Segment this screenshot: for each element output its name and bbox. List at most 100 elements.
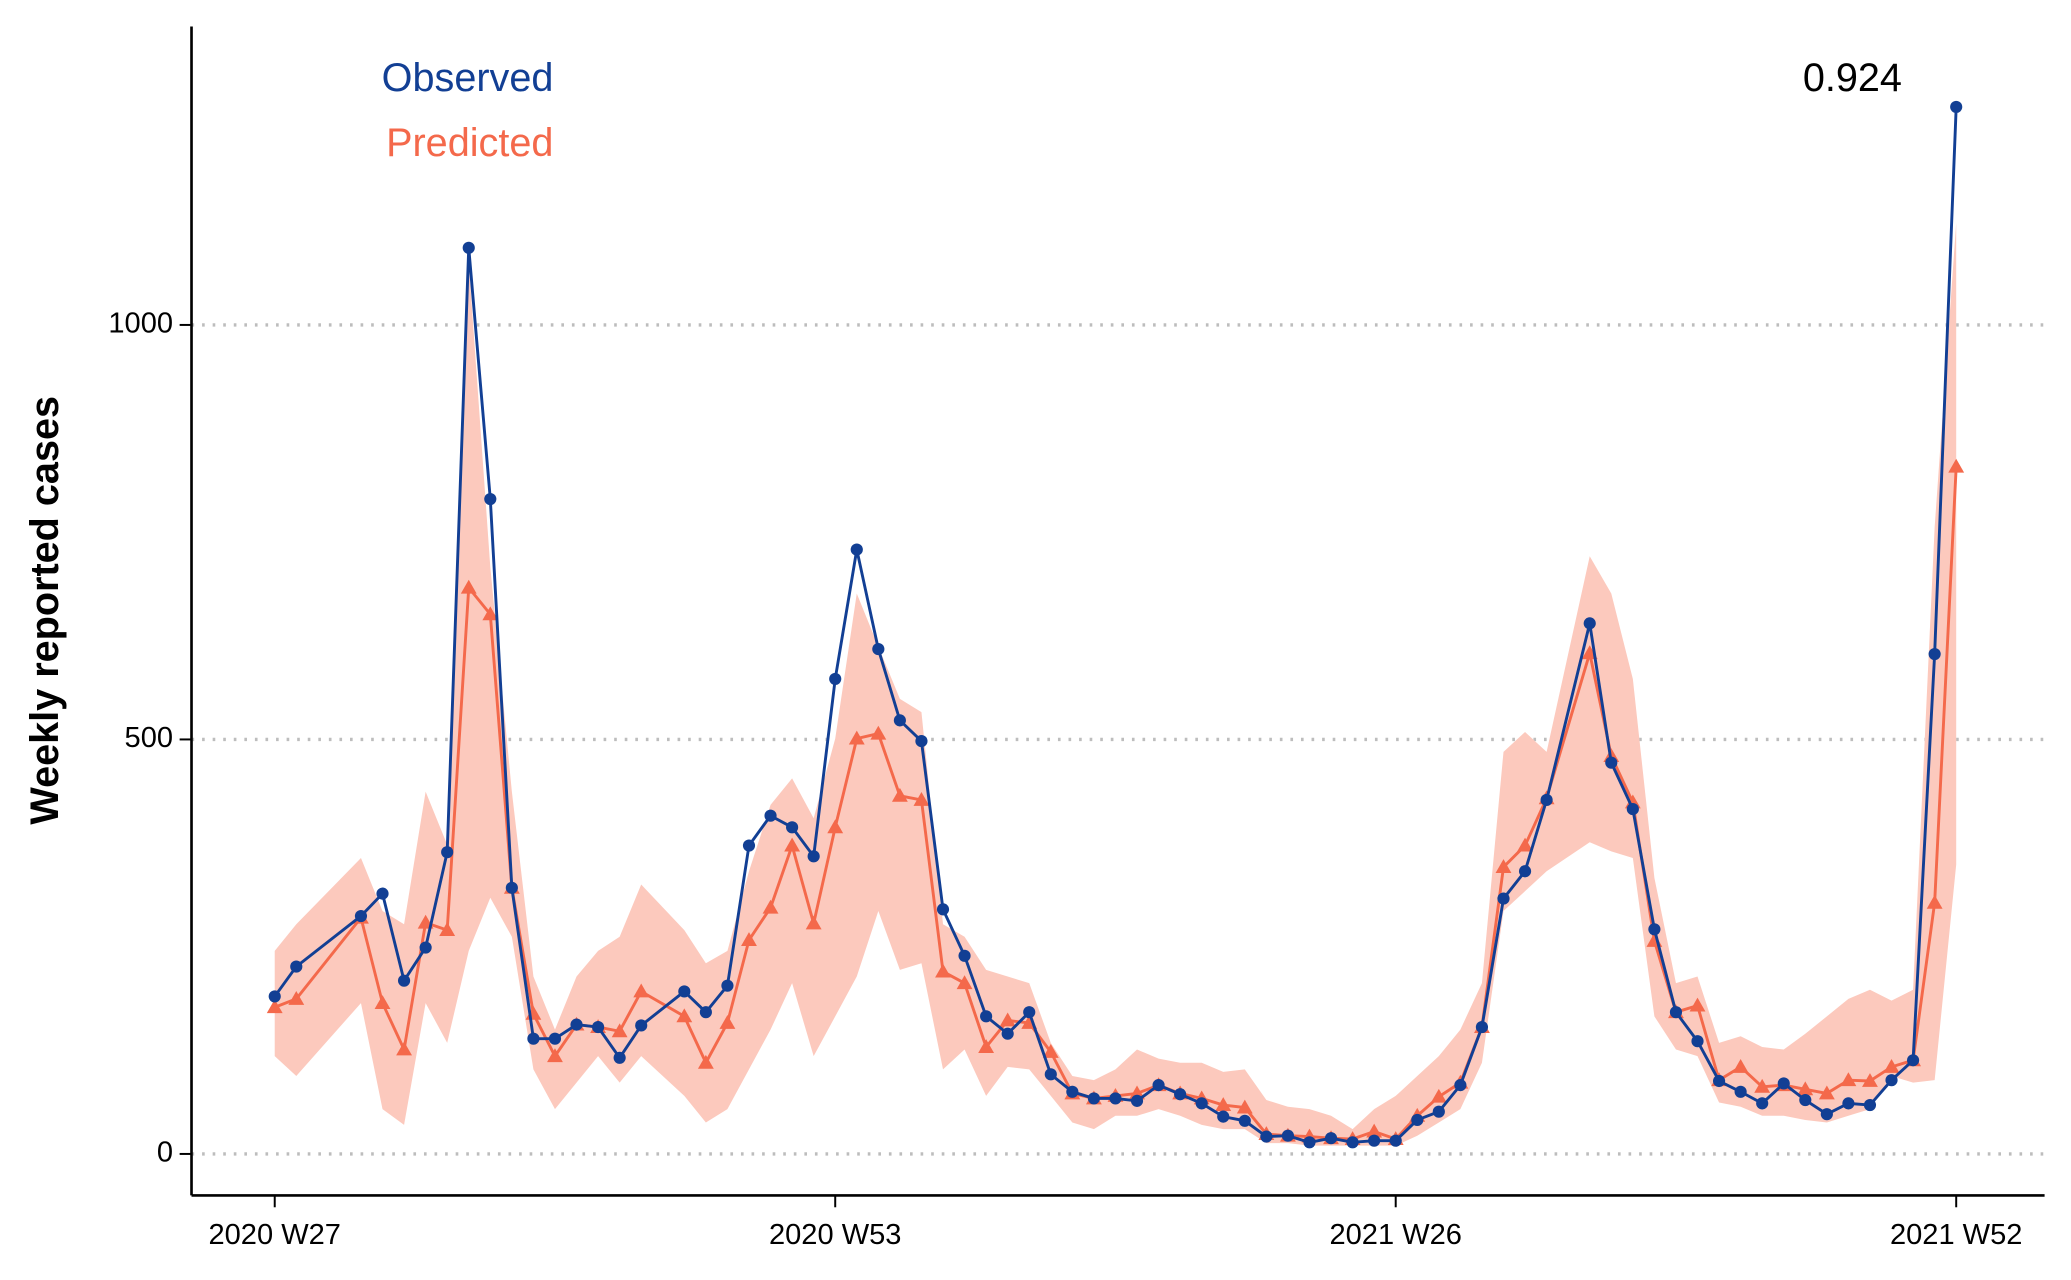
point: [1862, 1073, 1878, 1087]
point: [1734, 1085, 1747, 1098]
point: [592, 1021, 605, 1034]
interval-band: [274, 222, 1957, 1146]
point: [1517, 837, 1533, 852]
point: [827, 819, 844, 834]
y-axis-title: Weekly reported cases: [23, 396, 67, 825]
point: [635, 1019, 648, 1032]
point: [354, 909, 368, 923]
point: [1820, 1108, 1833, 1121]
point: [439, 922, 456, 937]
point: [786, 821, 799, 834]
point: [678, 985, 691, 998]
legend-label: Predicted: [386, 121, 553, 165]
point: [1152, 1079, 1165, 1092]
point: [268, 990, 281, 1003]
point: [633, 983, 650, 998]
point: [1842, 1097, 1855, 1110]
point: [1712, 1074, 1726, 1088]
point: [1217, 1110, 1230, 1123]
point: [784, 837, 801, 852]
point: [1368, 1134, 1381, 1147]
point: [1130, 1094, 1144, 1107]
y-tick-label: 1000: [108, 308, 173, 340]
point: [870, 725, 887, 740]
point: [266, 999, 283, 1014]
point: [697, 1054, 714, 1069]
point: [1109, 1092, 1122, 1105]
point: [721, 979, 734, 992]
point: [482, 606, 499, 621]
y-tick-label: 0: [157, 1137, 173, 1169]
point: [872, 643, 885, 656]
point: [913, 792, 930, 806]
point: [1495, 859, 1512, 874]
point: [1626, 802, 1639, 816]
point: [484, 492, 497, 506]
point: [527, 1032, 540, 1045]
point: [1691, 1035, 1704, 1048]
point: [1732, 1058, 1749, 1073]
point: [1648, 923, 1661, 936]
point: [1303, 1136, 1316, 1149]
point: [1238, 1114, 1251, 1127]
point: [288, 990, 305, 1005]
point: [1756, 1097, 1769, 1110]
point: [462, 241, 475, 254]
x-tick-label: 2021 W52: [1890, 1219, 2022, 1251]
x-tick-label: 2020 W53: [769, 1219, 901, 1251]
series-line: [273, 106, 1958, 1144]
point: [505, 881, 518, 894]
point: [441, 846, 454, 859]
point: [419, 941, 432, 954]
point: [1324, 1132, 1338, 1145]
point: [958, 949, 971, 962]
point: [956, 975, 973, 990]
point: [1174, 1088, 1187, 1101]
point: [980, 1010, 993, 1023]
point: [742, 839, 756, 852]
point: [1583, 617, 1596, 630]
point: [1260, 1130, 1273, 1143]
point: [1497, 892, 1510, 905]
point: [460, 579, 477, 594]
point: [1366, 1123, 1383, 1138]
point: [1605, 756, 1618, 769]
point: [676, 1008, 693, 1023]
point: [1926, 894, 1943, 909]
point: [807, 850, 820, 863]
point: [935, 963, 951, 978]
point: [1346, 1136, 1359, 1149]
point: [1777, 1077, 1790, 1090]
point: [719, 1015, 736, 1029]
point: [1129, 1085, 1145, 1100]
annotation: 0.924: [1803, 56, 1902, 100]
point: [613, 1051, 626, 1064]
point: [1454, 1079, 1467, 1092]
point: [848, 730, 865, 745]
point: [1863, 1098, 1877, 1112]
point: [762, 899, 779, 914]
point: [1883, 1058, 1900, 1073]
point: [978, 1039, 995, 1053]
point: [1948, 458, 1965, 473]
point: [1475, 1021, 1489, 1034]
point: [936, 903, 950, 916]
point: [1540, 793, 1553, 807]
point: [1928, 647, 1941, 661]
point: [829, 672, 842, 685]
point: [547, 1048, 563, 1063]
point: [1885, 1074, 1898, 1087]
point: [1432, 1105, 1445, 1118]
point: [396, 1041, 412, 1056]
point: [611, 1023, 628, 1038]
point: [699, 1006, 712, 1019]
point: [570, 1018, 583, 1031]
point: [1797, 1081, 1814, 1096]
x-tick-label: 2020 W27: [209, 1219, 341, 1251]
point: [397, 974, 411, 987]
point: [1044, 1068, 1057, 1081]
point: [1087, 1092, 1100, 1105]
point: [1754, 1078, 1771, 1093]
